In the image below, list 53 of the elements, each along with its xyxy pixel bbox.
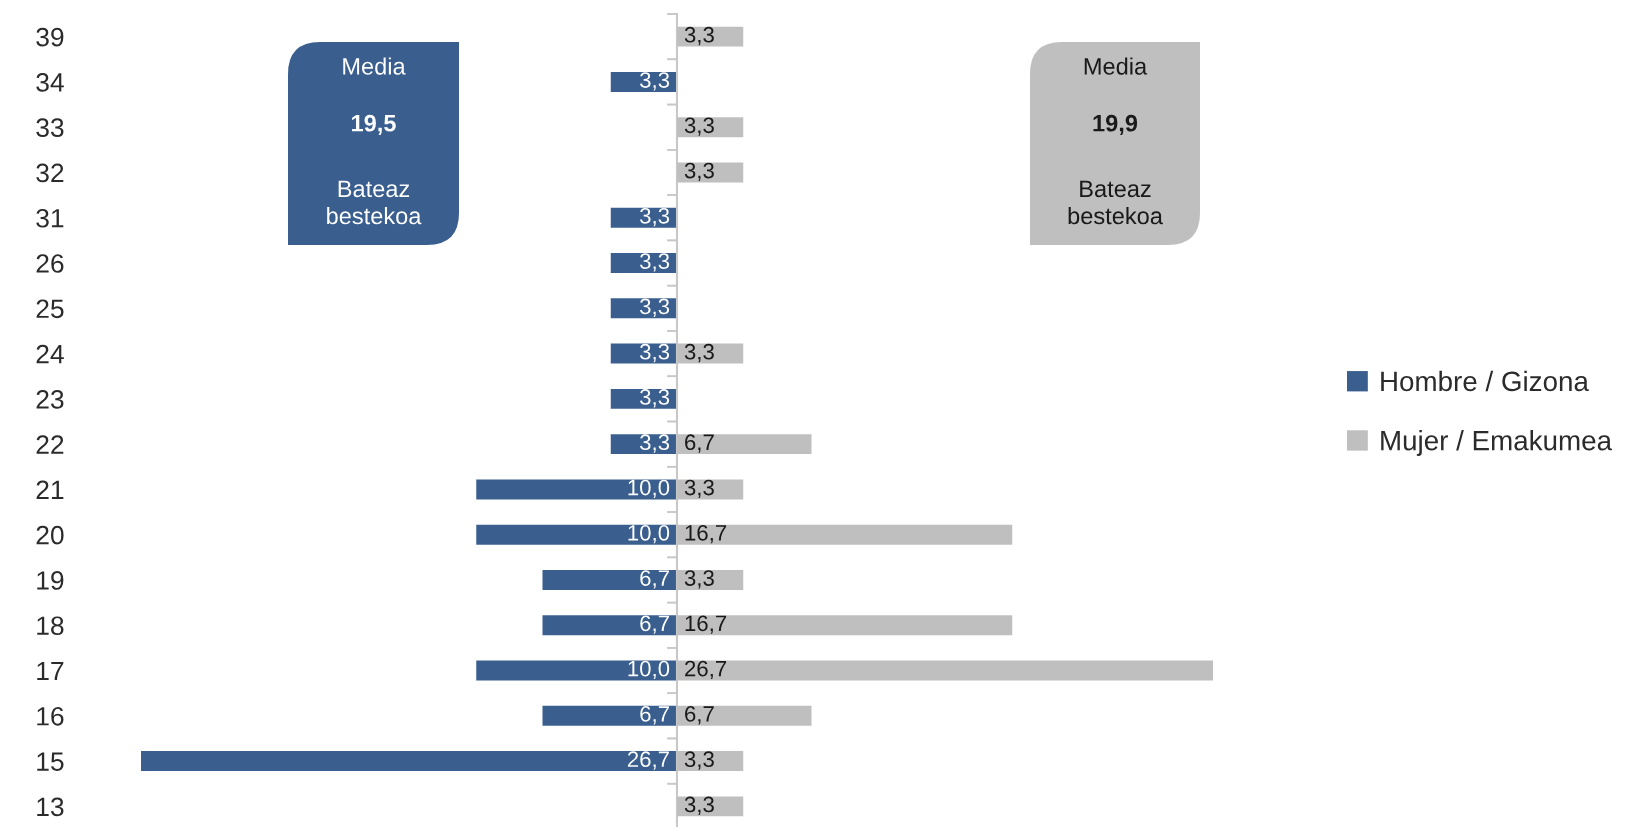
y-tick-label: 15 bbox=[37, 752, 64, 771]
data-label: 3,3 bbox=[640, 434, 670, 453]
y-tick-label: 26 bbox=[36, 254, 64, 273]
y-tick-label: 22 bbox=[36, 435, 64, 454]
data-label: 3,3 bbox=[684, 796, 714, 815]
y-tick-label: 33 bbox=[36, 118, 64, 138]
data-label: 10,0 bbox=[628, 479, 670, 499]
annotation: 19,9 bbox=[1093, 114, 1138, 135]
y-tick-label: 16 bbox=[37, 706, 64, 726]
annotation: Media bbox=[343, 57, 406, 75]
annotation: Bateaz bestekoa bbox=[1068, 180, 1163, 225]
data-label: 3,3 bbox=[640, 253, 670, 272]
data-label: 26,7 bbox=[627, 751, 669, 770]
data-label: 6,7 bbox=[685, 434, 714, 453]
y-tick-label: 20 bbox=[36, 525, 64, 545]
annotation: Media bbox=[1084, 57, 1148, 75]
y-tick-label: 19 bbox=[37, 571, 64, 590]
y-tick-label: 32 bbox=[36, 163, 64, 183]
legend-label: Hombre / Gizona bbox=[1381, 370, 1589, 392]
y-tick-label: 39 bbox=[36, 27, 64, 47]
data-label: 3,3 bbox=[684, 570, 714, 589]
y-tick-label: 18 bbox=[37, 616, 64, 636]
data-label: 3,3 bbox=[684, 751, 714, 770]
data-label: 10,0 bbox=[628, 660, 670, 680]
data-label: 6,7 bbox=[640, 570, 669, 589]
data-label: 3,3 bbox=[684, 26, 714, 46]
data-label: 16,7 bbox=[685, 615, 727, 634]
data-label: 3,3 bbox=[640, 343, 670, 363]
y-tick-label: 17 bbox=[37, 661, 64, 681]
data-label: 6,7 bbox=[685, 706, 714, 725]
data-label: 3,3 bbox=[640, 207, 670, 227]
data-label: 3,3 bbox=[640, 298, 670, 317]
data-label: 3,3 bbox=[684, 117, 714, 136]
y-tick-label: 25 bbox=[36, 299, 64, 319]
annotation: 19,5 bbox=[352, 114, 396, 135]
data-label: 3,3 bbox=[684, 162, 714, 182]
y-tick-label: 24 bbox=[36, 344, 64, 364]
y-tick-label: 31 bbox=[36, 208, 64, 228]
y-tick-label: 13 bbox=[37, 797, 64, 817]
y-tick-label: 23 bbox=[36, 390, 64, 409]
data-label: 3,3 bbox=[684, 343, 714, 363]
y-tick-label: 21 bbox=[36, 480, 64, 499]
data-label: 10,0 bbox=[628, 524, 670, 544]
data-label: 16,7 bbox=[685, 524, 727, 544]
data-label: 3,3 bbox=[640, 389, 670, 408]
data-label: 3,3 bbox=[640, 72, 670, 91]
annotation: Bateaz bestekoa bbox=[327, 180, 422, 225]
legend-label: Mujer / Emakumea bbox=[1381, 430, 1613, 456]
data-label: 26,7 bbox=[685, 660, 727, 680]
data-label: 3,3 bbox=[684, 479, 714, 499]
data-label: 6,7 bbox=[640, 615, 669, 634]
data-label: 6,7 bbox=[640, 706, 669, 725]
y-tick-label: 34 bbox=[36, 73, 64, 92]
